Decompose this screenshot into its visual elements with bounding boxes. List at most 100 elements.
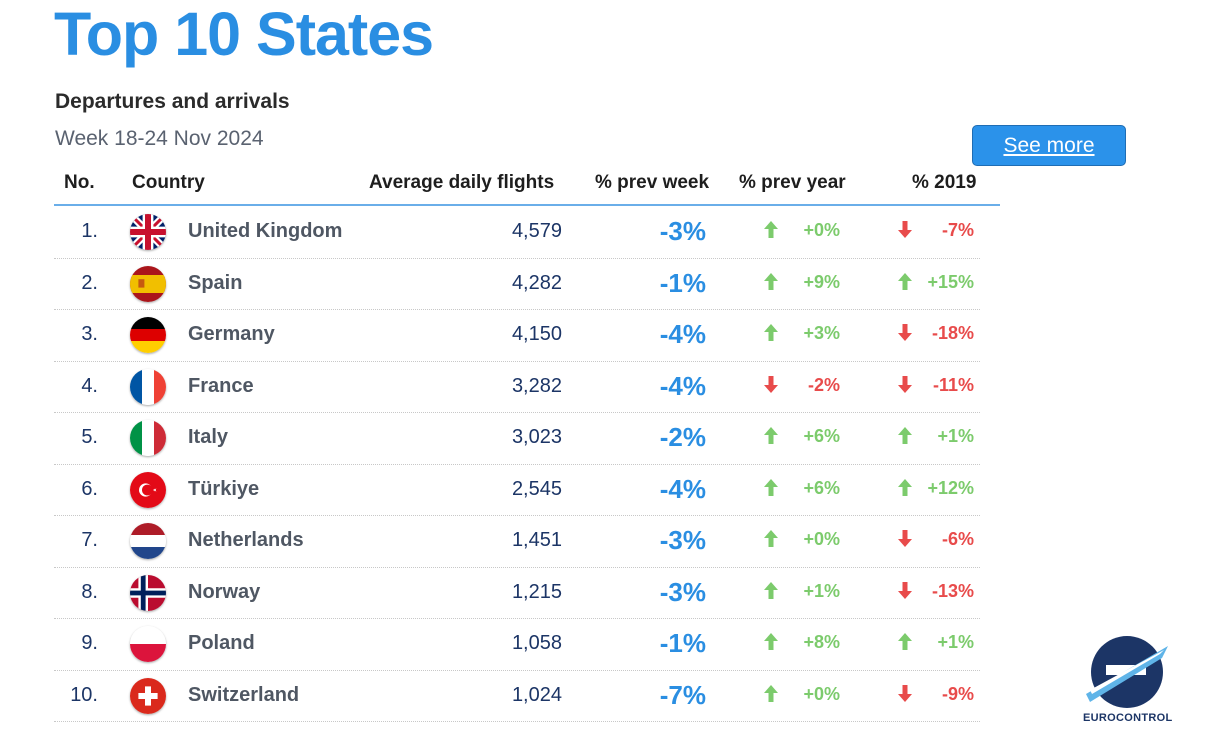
column-header-no: No. <box>64 172 95 193</box>
table-row: 3. Germany 4,150 -4% +3% -18% <box>54 309 980 362</box>
prev-year-change: +0% <box>803 529 840 549</box>
arrow-down-icon <box>764 375 778 398</box>
arrow-up-icon <box>764 478 778 501</box>
arrow-up-icon <box>764 221 778 243</box>
change-vs-2019: -9% <box>941 683 974 704</box>
table-header: No. Country Average daily flights % prev… <box>54 168 1000 206</box>
prev-week-change: -3% <box>659 525 706 555</box>
prev-year-change: +6% <box>803 477 840 498</box>
country-name: France <box>188 374 254 397</box>
country-name: Spain <box>188 271 243 294</box>
prev-week-change: -4% <box>659 370 706 401</box>
prev-year-change: +8% <box>803 632 840 652</box>
arrow-up-icon <box>898 478 912 501</box>
table-row: 7. Netherlands 1,451 -3% +0% -6% <box>54 515 980 568</box>
prev-week-change: -2% <box>659 422 706 452</box>
rank: 7. <box>81 529 98 551</box>
arrow-up-icon <box>764 272 778 295</box>
average-daily-flights: 4,150 <box>511 323 562 345</box>
average-daily-flights: 4,282 <box>511 271 562 294</box>
country-name: Netherlands <box>188 529 304 551</box>
flag-tr-icon <box>130 471 166 508</box>
prev-year-change: +0% <box>803 220 840 240</box>
table-row: 5. Italy 3,023 -2% +6% +1% <box>54 412 980 465</box>
prev-year-change: +6% <box>803 426 840 446</box>
rank: 3. <box>81 323 98 345</box>
prev-week-change: -3% <box>659 576 706 607</box>
average-daily-flights: 1,451 <box>511 529 562 551</box>
arrow-up-icon <box>898 633 912 655</box>
prev-year-change: -2% <box>807 374 840 395</box>
table-row: 10. Switzerland 1,024 -7% +0% -9% <box>54 670 980 722</box>
rank: 5. <box>81 426 98 448</box>
flag-fr-icon <box>130 368 166 405</box>
flag-nl-icon <box>130 523 166 559</box>
prev-week-change: -1% <box>659 628 706 658</box>
flag-es-icon <box>130 265 166 302</box>
rank: 2. <box>81 271 98 294</box>
see-more-button[interactable]: See more <box>972 125 1126 166</box>
rank: 1. <box>81 220 98 242</box>
change-vs-2019: +12% <box>927 477 974 498</box>
country-name: Norway <box>188 580 261 603</box>
country-name: United Kingdom <box>188 220 343 242</box>
flag-it-icon <box>130 420 166 456</box>
country-name: Poland <box>188 632 255 654</box>
arrow-up-icon <box>764 684 778 707</box>
average-daily-flights: 2,545 <box>511 477 562 500</box>
country-name: Türkiye <box>188 477 260 500</box>
prev-week-change: -4% <box>659 473 706 504</box>
page-title: Top 10 States <box>54 0 434 68</box>
arrow-up-icon <box>764 324 778 346</box>
table-row: 1. United Kingdom 4,579 -3% +0% -7% <box>54 206 980 259</box>
country-name: Italy <box>188 426 229 448</box>
average-daily-flights: 1,215 <box>511 580 562 603</box>
prev-week-change: -1% <box>659 267 706 298</box>
country-name: Germany <box>188 323 275 345</box>
change-vs-2019: +1% <box>937 632 974 652</box>
flag-no-icon <box>130 574 166 611</box>
average-daily-flights: 4,579 <box>511 220 562 242</box>
change-vs-2019: -13% <box>931 580 974 601</box>
logo-text: EUROCONTROL <box>1083 712 1173 724</box>
change-vs-2019: -18% <box>931 323 974 343</box>
column-header-2019: % 2019 <box>912 172 977 193</box>
rank: 6. <box>81 477 98 500</box>
column-header-flights: Average daily flights <box>369 172 555 193</box>
rank: 10. <box>70 683 98 706</box>
table-row: 9. Poland 1,058 -1% +8% +1% <box>54 618 980 671</box>
table-row: 2. Spain 4,282 -1% +9% +15% <box>54 258 980 310</box>
period-label: Week 18-24 Nov 2024 <box>55 127 264 150</box>
prev-year-change: +0% <box>803 683 840 704</box>
column-header-country: Country <box>132 172 205 193</box>
arrow-up-icon <box>764 581 778 604</box>
change-vs-2019: -6% <box>941 529 974 549</box>
eurocontrol-logo-icon <box>1086 636 1168 708</box>
arrow-up-icon <box>764 633 778 655</box>
arrow-down-icon <box>898 581 912 604</box>
arrow-up-icon <box>764 427 778 449</box>
change-vs-2019: -11% <box>932 374 974 395</box>
prev-week-change: -7% <box>659 679 706 710</box>
flag-uk-icon <box>130 214 166 250</box>
column-header-prev-year: % prev year <box>739 172 846 193</box>
prev-year-change: +9% <box>803 271 840 292</box>
average-daily-flights: 3,282 <box>511 374 562 397</box>
column-header-prev-week: % prev week <box>595 172 710 193</box>
arrow-down-icon <box>898 221 912 243</box>
prev-week-change: -4% <box>659 319 706 349</box>
average-daily-flights: 1,024 <box>511 683 562 706</box>
flag-pl-icon <box>130 626 166 662</box>
table-row: 6. Türkiye 2,545 -4% +6% +12% <box>54 464 980 516</box>
average-daily-flights: 3,023 <box>511 426 562 448</box>
flag-ch-icon <box>130 677 166 714</box>
average-daily-flights: 1,058 <box>511 632 562 654</box>
rank: 8. <box>81 580 98 603</box>
arrow-down-icon <box>898 684 912 707</box>
rank: 4. <box>81 374 98 397</box>
prev-year-change: +3% <box>803 323 840 343</box>
prev-year-change: +1% <box>803 580 840 601</box>
arrow-down-icon <box>898 375 912 398</box>
arrow-down-icon <box>898 324 912 346</box>
country-name: Switzerland <box>188 683 300 706</box>
